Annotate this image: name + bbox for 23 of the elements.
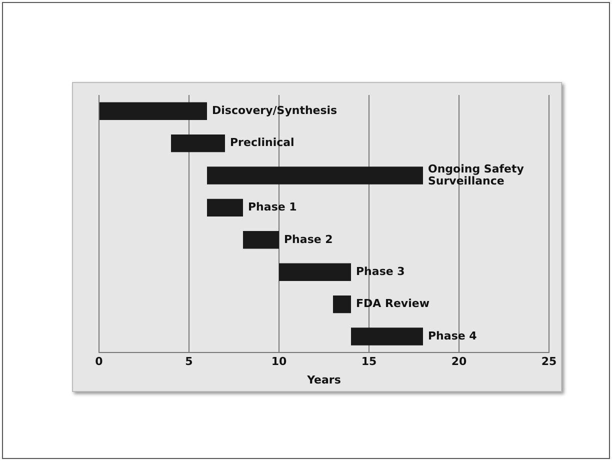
bar [207,166,423,184]
x-axis-title: Years [306,373,342,386]
y-tick-label: Discovery/Synthesis [212,104,338,117]
x-tick-label: 25 [541,355,557,368]
x-tick-label: 5 [185,355,193,368]
x-tick-label: 10 [271,355,287,368]
y-tick-label: Phase 1 [248,200,297,214]
x-tick-label: 20 [451,355,467,368]
y-tick-label: Phase 4 [428,329,478,342]
y-tick-label: FDA Review [356,297,430,310]
bar [351,328,423,346]
y-tick-label: Phase 3 [356,264,405,278]
bar [279,263,351,281]
y-tick-label: Preclinical [230,136,294,150]
y-tick-label: Phase 2 [284,232,333,246]
bar [333,295,351,314]
x-tick-label: 15 [361,355,377,368]
bar [100,102,207,120]
bar [171,134,225,152]
x-tick-label: 0 [95,355,104,368]
bar [207,198,243,217]
bar [243,231,279,249]
y-tick-label: Ongoing Safety Surveillance [428,162,524,188]
